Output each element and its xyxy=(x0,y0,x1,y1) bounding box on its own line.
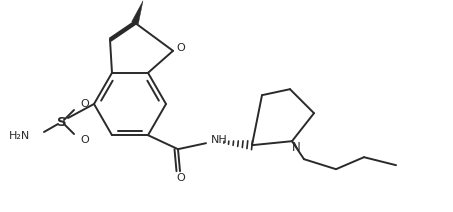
Text: NH: NH xyxy=(211,135,228,145)
Text: O: O xyxy=(81,135,89,145)
Polygon shape xyxy=(132,1,143,24)
Text: O: O xyxy=(177,43,185,53)
Text: H₂N: H₂N xyxy=(9,131,30,141)
Text: O: O xyxy=(81,99,89,109)
Text: S: S xyxy=(57,116,67,128)
Text: N: N xyxy=(292,141,300,154)
Text: O: O xyxy=(177,173,185,183)
